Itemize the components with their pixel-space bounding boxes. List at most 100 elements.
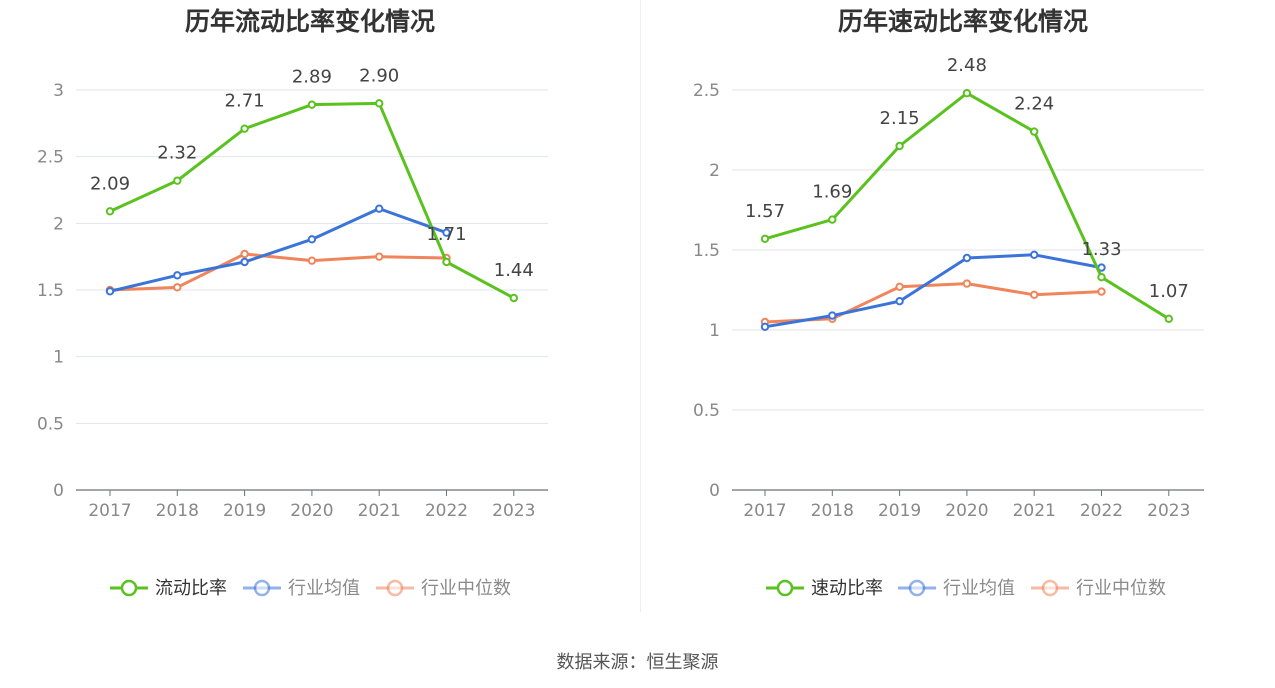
data-point[interactable] <box>962 253 972 263</box>
y-axis: 0 0.5 1 1.5 2 2.5 3 <box>37 81 64 501</box>
grid-lines <box>76 89 548 424</box>
data-point[interactable] <box>895 282 904 291</box>
data-point[interactable] <box>442 228 451 237</box>
data-point[interactable] <box>828 311 837 320</box>
legend-marker-icon <box>1041 579 1059 597</box>
legend-item-2[interactable]: 行业中位数 <box>1031 578 1166 599</box>
y-tick-label: 2.5 <box>37 148 64 168</box>
data-point[interactable] <box>105 287 115 296</box>
data-label: 1.71 <box>426 224 466 245</box>
data-label: 1.33 <box>1081 239 1121 260</box>
data-label: 2.15 <box>880 108 920 129</box>
data-label: 2.90 <box>359 65 399 86</box>
legend-item-1[interactable]: 行业均值 <box>243 578 360 599</box>
series-0-line <box>105 99 518 303</box>
series-path <box>109 207 448 293</box>
legend-marker-icon <box>908 579 926 597</box>
y-tick-label: 2 <box>53 214 64 234</box>
legend-label: 行业中位数 <box>421 578 511 599</box>
legend: 流动比率 行业均值 行业中位数 <box>110 578 511 599</box>
data-point[interactable] <box>240 257 249 267</box>
data-point[interactable] <box>1030 290 1039 299</box>
data-point[interactable] <box>1097 273 1106 282</box>
x-tick-label: 2017 <box>743 501 786 521</box>
data-point[interactable] <box>375 252 384 261</box>
data-point[interactable] <box>375 204 384 213</box>
data-labels: 2.09 2.32 2.71 2.89 2.90 1.71 1.44 <box>90 65 534 281</box>
legend-item-1[interactable]: 行业均值 <box>898 578 1015 599</box>
legend-label: 行业均值 <box>288 578 360 599</box>
x-tick-label: 2022 <box>1080 501 1123 521</box>
data-labels: 1.57 1.69 2.15 2.48 2.24 1.33 1.07 <box>745 55 1189 302</box>
series-path <box>764 282 1102 324</box>
data-point[interactable] <box>442 257 451 267</box>
series-path <box>109 101 515 300</box>
data-point[interactable] <box>760 322 770 331</box>
data-point[interactable] <box>828 215 837 224</box>
x-tick-label: 2020 <box>945 501 988 521</box>
data-label: 2.89 <box>292 67 332 88</box>
data-label: 1.57 <box>745 201 785 222</box>
current-ratio-chart-panel: 历年流动比率变化情况 0 0.5 1 1.5 2 2.5 3 2017 2018 2019 2020 2… <box>0 0 637 620</box>
x-tick-label: 2019 <box>223 501 266 521</box>
legend-marker-icon <box>776 579 794 597</box>
x-tick-label: 2018 <box>156 501 199 521</box>
data-point[interactable] <box>509 293 518 303</box>
legend: 速动比率 行业均值 行业中位数 <box>766 578 1166 599</box>
y-axis: 0 0.5 1 1.5 2 2.5 <box>693 81 720 501</box>
x-tick-label: 2023 <box>492 501 535 521</box>
data-point[interactable] <box>895 297 904 306</box>
quick-ratio-chart-panel: 历年速动比率变化情况 0 0.5 1 1.5 2 2.5 2017 2018 2019 2020 20… <box>638 0 1275 620</box>
legend-label: 速动比率 <box>811 578 883 599</box>
data-point[interactable] <box>962 279 972 288</box>
data-point[interactable] <box>173 176 182 185</box>
data-point[interactable] <box>1030 250 1039 260</box>
data-point[interactable] <box>105 207 115 216</box>
series-1-line <box>760 250 1106 331</box>
y-tick-label: 2 <box>709 161 720 181</box>
series-2-line <box>760 279 1106 327</box>
x-tick-label: 2018 <box>811 501 854 521</box>
x-tick-label: 2023 <box>1147 501 1190 521</box>
data-label: 2.24 <box>1014 94 1054 115</box>
data-point[interactable] <box>240 249 249 259</box>
x-tick-label: 2021 <box>1013 501 1056 521</box>
data-point[interactable] <box>962 89 972 98</box>
data-source-note: 数据来源：恒生聚源 <box>556 652 719 673</box>
data-point[interactable] <box>895 141 904 151</box>
y-tick-label: 2.5 <box>693 81 720 101</box>
y-tick-label: 1.5 <box>37 281 64 301</box>
data-point[interactable] <box>307 256 317 265</box>
legend-label: 行业均值 <box>943 578 1015 599</box>
y-tick-label: 3 <box>53 81 64 101</box>
series-path <box>109 252 447 292</box>
data-point[interactable] <box>173 283 182 292</box>
data-point[interactable] <box>307 235 317 244</box>
data-point[interactable] <box>1164 314 1173 323</box>
data-point[interactable] <box>240 124 249 133</box>
data-point[interactable] <box>760 234 770 244</box>
x-axis: 2017 2018 2019 2020 2021 2022 2023 <box>76 489 548 521</box>
data-label: 2.09 <box>90 173 130 194</box>
legend-marker-icon <box>120 579 138 597</box>
data-label: 1.69 <box>812 182 852 203</box>
data-point[interactable] <box>173 271 182 280</box>
legend-marker-icon <box>253 579 271 597</box>
x-tick-label: 2022 <box>425 501 468 521</box>
x-tick-label: 2017 <box>88 501 131 521</box>
legend-item-0[interactable]: 流动比率 <box>110 578 227 599</box>
data-point[interactable] <box>375 99 384 108</box>
y-tick-label: 0.5 <box>693 401 720 421</box>
data-point[interactable] <box>1030 127 1039 136</box>
y-tick-label: 1 <box>53 348 64 368</box>
data-point[interactable] <box>1097 287 1106 296</box>
panel-divider <box>640 0 641 612</box>
legend-item-2[interactable]: 行业中位数 <box>376 578 511 599</box>
data-label: 2.48 <box>947 55 987 76</box>
data-label: 2.32 <box>157 143 197 164</box>
data-point[interactable] <box>307 100 317 109</box>
legend-item-0[interactable]: 速动比率 <box>766 578 883 599</box>
